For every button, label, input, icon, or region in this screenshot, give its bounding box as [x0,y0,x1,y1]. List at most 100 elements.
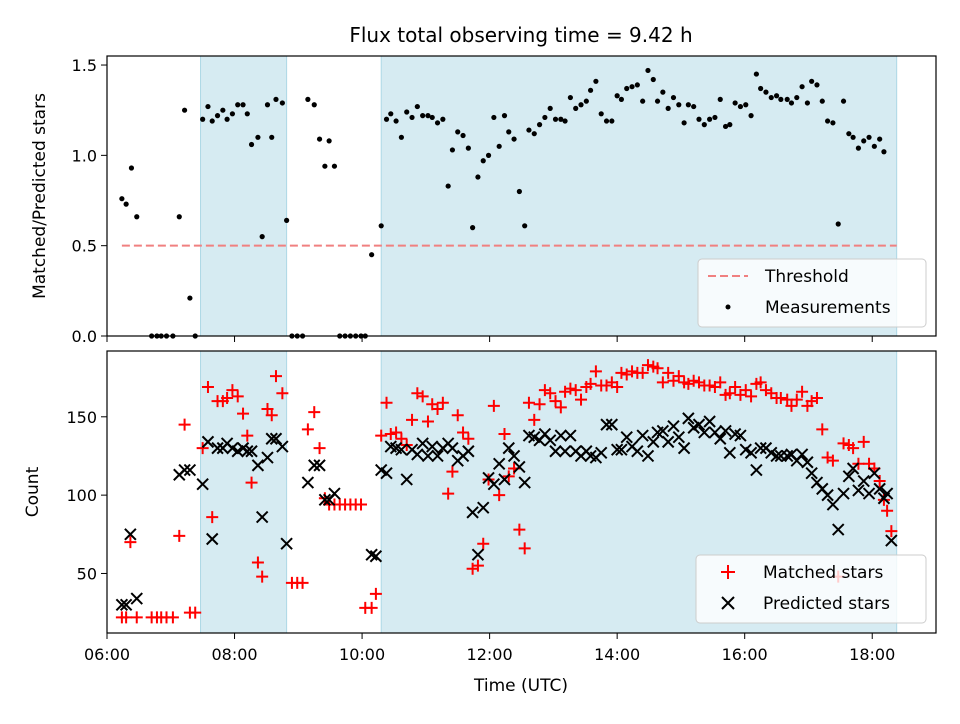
measurement-point [685,102,691,108]
matched-star-point [739,384,752,397]
measurement-point [743,102,749,108]
predicted-star-point [682,412,695,425]
measurement-point [768,94,774,101]
matched-star-point [431,402,444,415]
predicted-star-point [620,430,633,444]
bottom-xtick-label: 10:00 [339,645,385,664]
matched-star-point [436,396,449,409]
bottom-xtick-label: 12:00 [467,645,513,664]
predicted-star-point [698,426,711,439]
measurement-point [603,118,610,124]
bottom-ytick-label: 150 [66,408,97,427]
matched-star-point [166,611,179,624]
predicted-star-point [183,463,197,477]
matched-star-point [406,413,419,426]
predicted-star-point [641,449,655,463]
predicted-star-point [821,488,834,502]
predicted-star-point [862,487,876,500]
predicted-star-point [301,476,315,489]
matched-star-point [584,377,597,390]
measurement-point [404,109,410,115]
measurement-point [205,103,211,110]
predicted-star-point [201,435,215,449]
measurement-point [861,138,867,144]
measurement-point [388,111,394,117]
measurement-point [660,89,666,95]
measurement-point [326,138,332,144]
matched-star-point [120,611,133,624]
matched-star-point [201,381,214,394]
predicted-star-point [365,548,378,561]
measurement-point [763,89,769,95]
matched-star-point [269,370,282,383]
measurement-point [691,103,697,110]
matched-star-point [457,426,470,439]
measurement-point [465,145,471,151]
matched-star-point [237,407,250,420]
matched-star-point [313,442,326,455]
predicted-star-point [636,429,649,442]
predicted-star-point [600,418,613,431]
measurement-point [331,163,338,169]
predicted-star-point [846,462,860,475]
measurement-point [881,149,887,155]
measurement-point [445,183,451,189]
predicted-star-point [492,457,506,471]
predicted-star-point [446,441,459,455]
measurement-point [814,82,820,88]
predicted-star-point [119,598,133,612]
top-ytick-label: 0.5 [72,237,97,256]
measurement-point [460,132,466,139]
matched-star-point [569,384,582,397]
matched-star-point [847,442,860,455]
measurement-point [701,122,707,128]
matched-star-point [837,437,850,450]
measurement-point [496,143,502,149]
predicted-star-point [380,466,393,480]
measurement-point [511,136,517,142]
measurement-point [784,96,790,102]
matched-star-point [816,423,829,436]
matched-star-point [729,381,742,394]
predicted-star-point [369,550,383,563]
measurement-point [614,93,620,99]
top-axis-ticks: 0.0 0.5 1.0 1.5 [72,56,873,346]
measurement-point [788,100,795,106]
predicted-star-point [466,506,479,519]
predicted-star-point [873,482,886,496]
predicted-star-point [462,445,475,458]
matched-star-point [245,476,258,489]
predicted-star-point [265,432,278,445]
predicted-star-point [677,441,691,455]
matched-star-point [796,385,809,398]
measurement-point [491,114,497,121]
matched-star-point [826,454,839,467]
matched-star-point [178,418,191,431]
measurement-point [650,76,656,83]
measurement-point [598,111,604,117]
predicted-star-point [328,487,341,500]
measurement-point [536,122,543,128]
matched-star-point [636,366,649,379]
measurement-point [855,145,862,151]
measurement-point [269,134,275,140]
predicted-star-point [857,474,870,488]
measurement-point [409,114,415,121]
predicted-star-point [196,477,209,491]
bottom-xtick-label: 18:00 [849,645,895,664]
top-panel-ratio: 0.0 0.5 1.0 1.5 Matched/Predicted stars Thr… [30,55,937,346]
measurement-point [618,96,625,102]
measurement-point [240,102,246,108]
matched-star-point [672,370,685,383]
predicted-star-point [543,434,557,447]
legend-measurement-label: Measurements [765,298,891,318]
measurement-point [804,100,810,106]
shaded-interval-0 [200,55,288,337]
measurement-point [305,96,311,102]
measurement-point [214,113,221,119]
predicted-star-point [564,429,577,442]
predicted-star-point [880,487,894,500]
shaded-interval-0 [200,350,288,634]
measurement-point [835,221,841,227]
measurement-point [593,78,599,84]
